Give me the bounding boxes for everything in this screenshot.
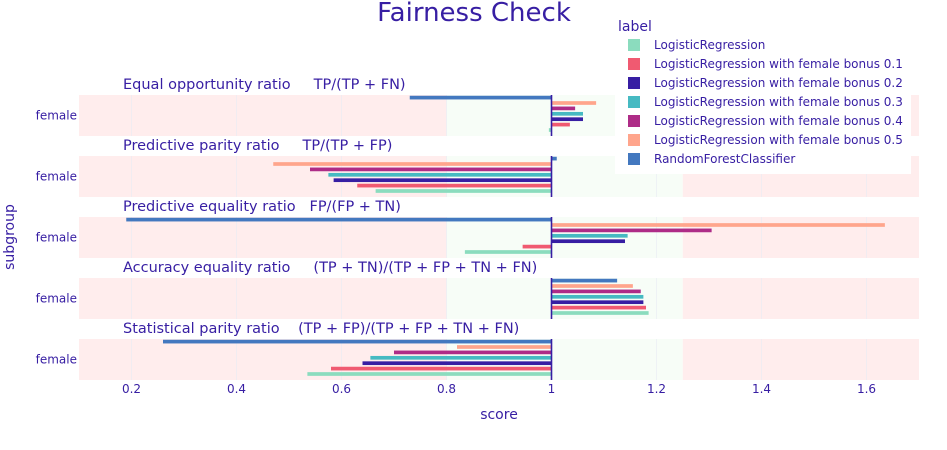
x-tick-label: 1.6 [857,382,876,396]
legend-entry-6: LogisticRegression with female bonus 0.5 [654,133,903,147]
panel-title: Statistical parity ratio (TP + FP)/(TP +… [123,321,519,337]
bar-1-series-3 [551,117,583,122]
bar-3-series-5 [551,228,712,233]
bar-1-series-4 [551,111,583,116]
legend-swatch-2 [628,58,640,70]
legend-entry-4: LogisticRegression with female bonus 0.3 [654,95,903,109]
bar-5-series-4 [370,355,552,360]
bar-2-series-4 [328,172,552,177]
category-label: female [36,353,77,367]
legend-swatch-7 [628,153,640,165]
bar-2-series-7 [551,156,557,161]
legend-entry-7: RandomForestClassifier [654,152,795,166]
legend: label LogisticRegression LogisticRegressi… [615,14,911,174]
x-axis-label: score [480,407,518,423]
bar-2-series-6 [273,162,552,166]
category-label: female [36,170,77,184]
panel-title: Predictive parity ratio TP/(TP + FP) [123,138,392,154]
fairness-panel-4: female Accuracy equality ratio (TP + TN)/… [36,260,919,319]
category-label: female [36,231,77,245]
unfair-band-low [79,95,447,136]
chart-title: Fairness Check [377,0,571,28]
fairness-panel-3: female Predictive equality ratio FP/(FP +… [36,199,919,258]
legend-title: label [618,19,652,35]
unfair-band-high [682,278,919,319]
legend-swatch-6 [628,134,640,146]
panel-title: Predictive equality ratio FP/(FP + TN) [123,199,401,215]
bar-1-series-1 [548,128,552,132]
panel-title: Accuracy equality ratio (TP + TN)/(TP + … [123,260,537,276]
bar-5-series-7 [163,339,552,344]
unfair-band-high [682,339,919,380]
legend-swatch-5 [628,115,640,127]
bar-3-series-3 [551,239,625,244]
bar-5-series-1 [307,372,552,376]
bar-1-series-6 [551,101,597,105]
category-label: female [36,292,77,306]
unfair-band-low [79,217,447,258]
bar-4-series-6 [551,284,633,288]
bar-2-series-1 [375,189,552,193]
legend-background [615,14,911,174]
x-tick-label: 0.6 [332,382,351,396]
bar-2-series-3 [333,178,552,183]
bar-2-series-2 [357,183,552,188]
bar-4-series-7 [551,278,618,283]
legend-swatch-3 [628,77,640,89]
bar-4-series-4 [551,294,644,299]
bar-5-series-3 [362,361,552,366]
x-tick-label: 1.4 [752,382,771,396]
legend-entry-3: LogisticRegression with female bonus 0.2 [654,76,903,90]
x-tick-label: 0.8 [437,382,456,396]
bar-3-series-1 [464,250,552,254]
x-tick-label: 1.2 [647,382,666,396]
bar-3-series-7 [126,217,552,222]
legend-swatch-4 [628,96,640,108]
x-axis: 0.2 0.4 0.6 0.8 1 1.2 1.4 1.6 [122,382,876,396]
bar-5-series-6 [457,345,552,349]
bar-3-series-6 [551,223,885,227]
x-tick-label: 0.4 [227,382,246,396]
bar-4-series-5 [551,289,641,294]
bar-1-series-7 [409,95,552,100]
bar-1-series-2 [551,122,570,127]
bar-2-series-5 [310,167,552,172]
bar-3-series-2 [522,244,552,249]
x-tick-label: 0.2 [122,382,141,396]
legend-entry-1: LogisticRegression [654,38,765,52]
bar-4-series-2 [551,305,646,310]
unfair-band-low [79,278,447,319]
bar-4-series-3 [551,300,644,305]
bar-1-series-5 [551,106,576,111]
x-tick-label: 1 [548,382,556,396]
fairness-panel-5: female Statistical parity ratio (TP + FP)… [36,321,919,380]
legend-entry-2: LogisticRegression with female bonus 0.1 [654,57,903,71]
legend-entry-5: LogisticRegression with female bonus 0.4 [654,114,903,128]
bar-5-series-2 [331,366,552,371]
legend-swatch-1 [628,39,640,51]
bar-5-series-5 [394,350,552,355]
bar-3-series-4 [551,233,628,238]
y-axis-label: subgroup [2,204,18,270]
category-label: female [36,109,77,123]
bar-4-series-1 [551,311,649,315]
panel-title: Equal opportunity ratio TP/(TP + FN) [123,77,406,93]
